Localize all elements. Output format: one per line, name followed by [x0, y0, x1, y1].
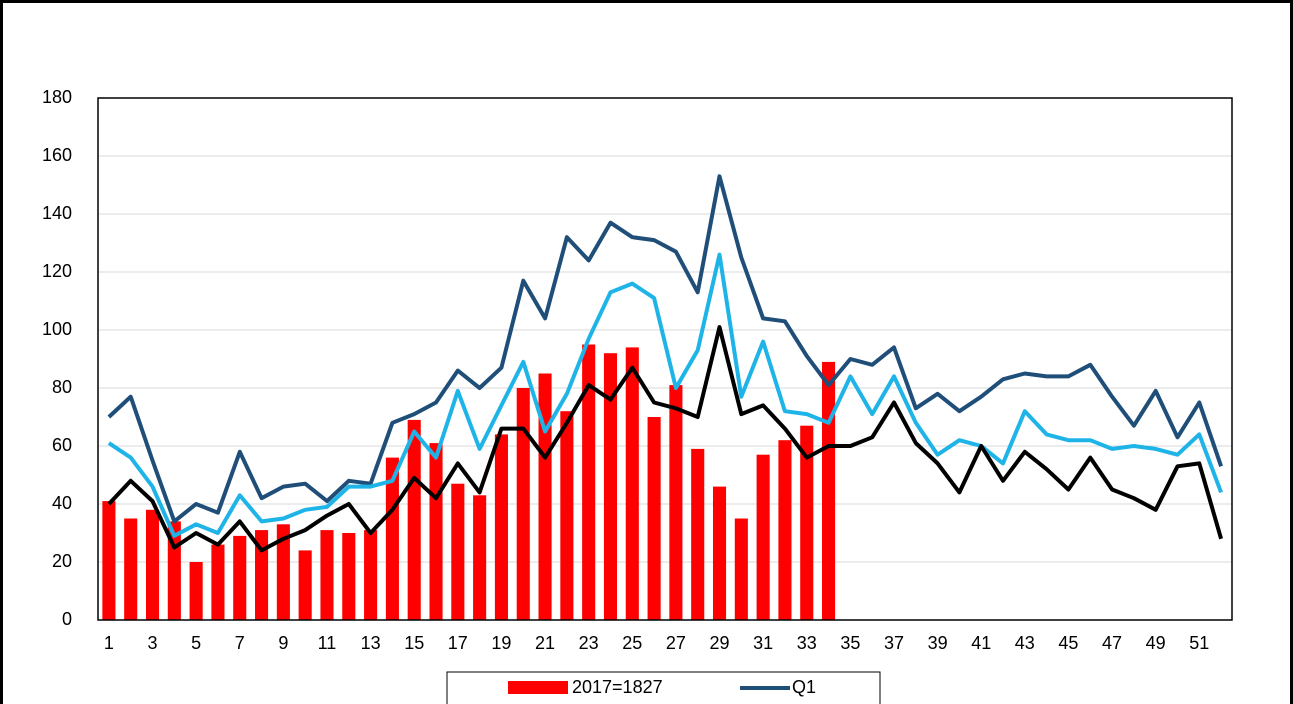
x-tick-label: 13: [361, 633, 381, 653]
x-tick-label: 15: [404, 633, 424, 653]
x-tick-label: 29: [710, 633, 730, 653]
x-tick-label: 49: [1146, 633, 1166, 653]
x-tick-label: 19: [491, 633, 511, 653]
y-tick-label: 0: [62, 609, 72, 629]
x-tick-label: 37: [884, 633, 904, 653]
x-tick-label: 35: [840, 633, 860, 653]
legend-swatch: [508, 681, 568, 694]
bar: [647, 417, 661, 620]
bar: [669, 385, 683, 620]
bar: [102, 501, 116, 620]
bar: [582, 344, 596, 620]
x-tick-label: 43: [1015, 633, 1035, 653]
line: [107, 325, 1224, 553]
bar: [407, 419, 421, 620]
line: [107, 252, 1223, 538]
x-tick-label: 7: [235, 633, 245, 653]
bar: [516, 388, 530, 620]
plot-border: [97, 97, 1233, 621]
bar: [298, 550, 312, 620]
x-tick-label: 21: [535, 633, 555, 653]
x-tick-label: 51: [1189, 633, 1209, 653]
bar: [560, 411, 574, 620]
y-tick-label: 180: [42, 87, 72, 107]
x-tick-label: 23: [579, 633, 599, 653]
bar: [603, 353, 618, 620]
x-tick-label: 39: [928, 633, 948, 653]
bar: [691, 448, 705, 620]
x-tick-label: 9: [278, 633, 288, 653]
bar: [320, 530, 334, 620]
bar: [734, 518, 748, 620]
bar: [822, 361, 836, 620]
y-tick-label: 120: [42, 261, 72, 281]
bar: [778, 440, 792, 620]
x-tick-label: 31: [753, 633, 773, 653]
x-tick-label: 3: [148, 633, 158, 653]
x-tick-label: 33: [797, 633, 817, 653]
x-tick-label: 25: [622, 633, 642, 653]
y-tick-label: 140: [42, 203, 72, 223]
bar: [276, 524, 290, 620]
y-tick-label: 80: [52, 377, 72, 397]
bar: [756, 454, 770, 620]
x-tick-label: 41: [971, 633, 991, 653]
legend-label: Q1: [792, 677, 816, 697]
bar: [712, 486, 727, 620]
bar: [255, 530, 269, 620]
x-tick-label: 17: [448, 633, 468, 653]
y-tick-label: 40: [52, 493, 72, 513]
y-tick-label: 20: [52, 551, 72, 571]
x-tick-label: 1: [104, 633, 114, 653]
bar: [800, 425, 814, 620]
bar: [473, 495, 487, 620]
bar: [211, 544, 225, 620]
y-tick-label: 160: [42, 145, 72, 165]
bar: [342, 533, 356, 620]
bar: [233, 535, 247, 620]
x-tick-label: 5: [191, 633, 201, 653]
x-tick-label: 47: [1102, 633, 1122, 653]
bar: [385, 457, 399, 620]
bar: [494, 434, 508, 620]
bar: [145, 509, 160, 620]
y-tick-label: 60: [52, 435, 72, 455]
x-tick-label: 11: [318, 633, 337, 653]
bar: [538, 373, 552, 620]
x-tick-label: 45: [1058, 633, 1078, 653]
line: [107, 174, 1223, 524]
legend-label: 2017=1827: [572, 677, 663, 697]
y-tick-label: 100: [42, 319, 72, 339]
bar: [189, 562, 203, 620]
bar: [625, 347, 639, 620]
bar: [451, 483, 465, 620]
bar: [429, 443, 443, 620]
x-tick-label: 27: [666, 633, 686, 653]
bar: [124, 518, 138, 620]
bar: [364, 530, 378, 620]
